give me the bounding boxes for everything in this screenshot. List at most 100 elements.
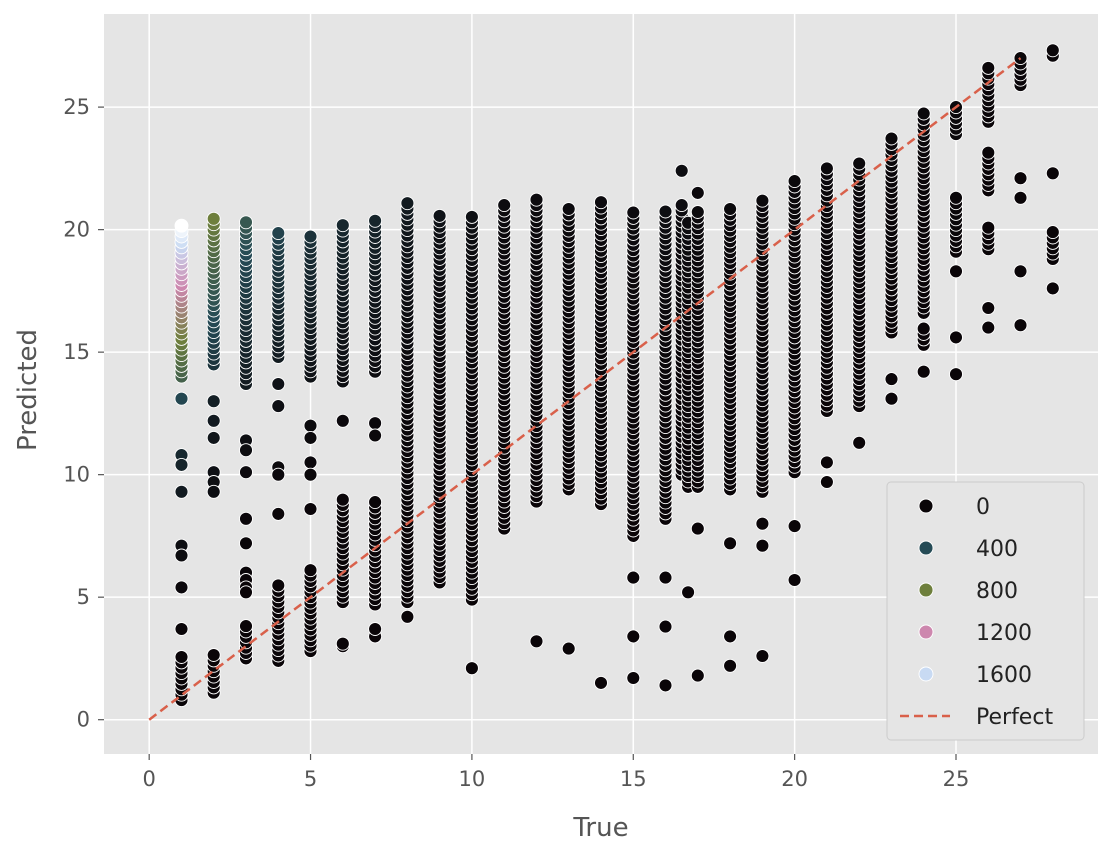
legend-marker	[918, 540, 934, 556]
data-point	[787, 573, 802, 587]
data-point	[239, 511, 253, 526]
data-point	[368, 416, 383, 431]
data-point	[852, 435, 867, 450]
data-point	[1045, 43, 1060, 58]
data-point	[981, 320, 996, 335]
data-point	[981, 301, 996, 315]
data-point	[368, 213, 383, 228]
data-point	[206, 413, 221, 428]
data-point	[1013, 264, 1028, 279]
data-point	[239, 619, 253, 634]
data-point	[174, 218, 189, 233]
data-point	[916, 106, 931, 121]
data-point	[174, 548, 189, 563]
data-point	[681, 585, 696, 600]
data-point	[1045, 281, 1060, 296]
data-point	[690, 521, 705, 536]
data-point	[981, 60, 996, 75]
data-point	[1013, 318, 1028, 333]
data-point	[755, 538, 770, 553]
data-point	[674, 198, 689, 213]
data-point	[303, 418, 318, 433]
data-point	[949, 264, 963, 279]
data-point	[723, 658, 738, 673]
data-point	[303, 467, 318, 482]
legend-label: 1600	[976, 663, 1032, 688]
legend-label: Perfect	[976, 705, 1053, 730]
data-point	[819, 455, 834, 470]
data-point	[239, 215, 253, 230]
data-point	[206, 394, 221, 409]
data-point	[303, 430, 318, 445]
data-point	[206, 648, 221, 662]
data-point	[303, 455, 318, 470]
data-point	[239, 443, 253, 458]
data-point	[561, 641, 576, 656]
data-point	[674, 163, 689, 178]
data-point	[497, 198, 512, 213]
data-point	[174, 622, 189, 636]
data-point	[529, 634, 544, 649]
legend-label: 400	[976, 537, 1018, 562]
data-point	[755, 649, 770, 663]
data-point	[1013, 171, 1028, 186]
data-point	[174, 391, 189, 406]
data-point	[884, 372, 899, 387]
data-point	[303, 229, 318, 244]
data-point	[658, 619, 673, 634]
data-point	[981, 220, 996, 235]
x-axis-label: True	[572, 813, 628, 843]
data-point	[271, 377, 286, 391]
data-point	[723, 536, 738, 551]
data-point	[690, 205, 705, 219]
data-point	[206, 211, 221, 226]
data-point	[755, 516, 770, 531]
data-point	[561, 202, 576, 216]
data-point	[368, 495, 383, 510]
data-point	[819, 161, 834, 176]
data-point	[271, 226, 286, 241]
data-point	[658, 678, 673, 693]
data-point	[723, 202, 738, 216]
y-tick-label: 20	[63, 218, 90, 242]
data-point	[529, 192, 544, 207]
data-point	[464, 661, 479, 676]
data-point	[335, 413, 350, 428]
data-point	[594, 675, 608, 690]
data-point	[271, 506, 286, 521]
data-point	[335, 636, 350, 651]
data-point	[658, 204, 673, 219]
data-point	[787, 174, 802, 189]
data-point	[1013, 190, 1028, 205]
data-point	[368, 428, 383, 443]
data-point	[626, 629, 641, 644]
data-point	[626, 570, 641, 585]
legend-label: 1200	[976, 621, 1032, 646]
data-point	[626, 205, 641, 220]
data-point	[239, 585, 253, 600]
x-tick-label: 25	[943, 767, 970, 791]
data-point	[174, 650, 189, 664]
y-tick-label: 25	[63, 95, 90, 119]
legend-marker	[918, 624, 934, 640]
data-point	[400, 609, 415, 624]
data-point	[206, 484, 221, 499]
data-point	[303, 502, 318, 516]
data-point	[368, 622, 383, 636]
data-point	[335, 218, 350, 233]
axis-ticks: 0 5 10 15 20 25 0 5 10 15 20 25	[63, 95, 969, 791]
y-tick-label: 5	[77, 585, 90, 609]
data-point	[690, 185, 705, 200]
data-point	[884, 391, 899, 406]
data-point	[594, 195, 608, 210]
data-point	[174, 484, 189, 499]
data-point	[949, 367, 963, 382]
data-point	[852, 156, 867, 171]
y-tick-label: 15	[63, 340, 90, 364]
data-point	[658, 570, 673, 585]
data-point	[239, 465, 253, 480]
data-point	[271, 578, 286, 593]
data-point	[174, 457, 189, 472]
data-point	[174, 580, 189, 595]
